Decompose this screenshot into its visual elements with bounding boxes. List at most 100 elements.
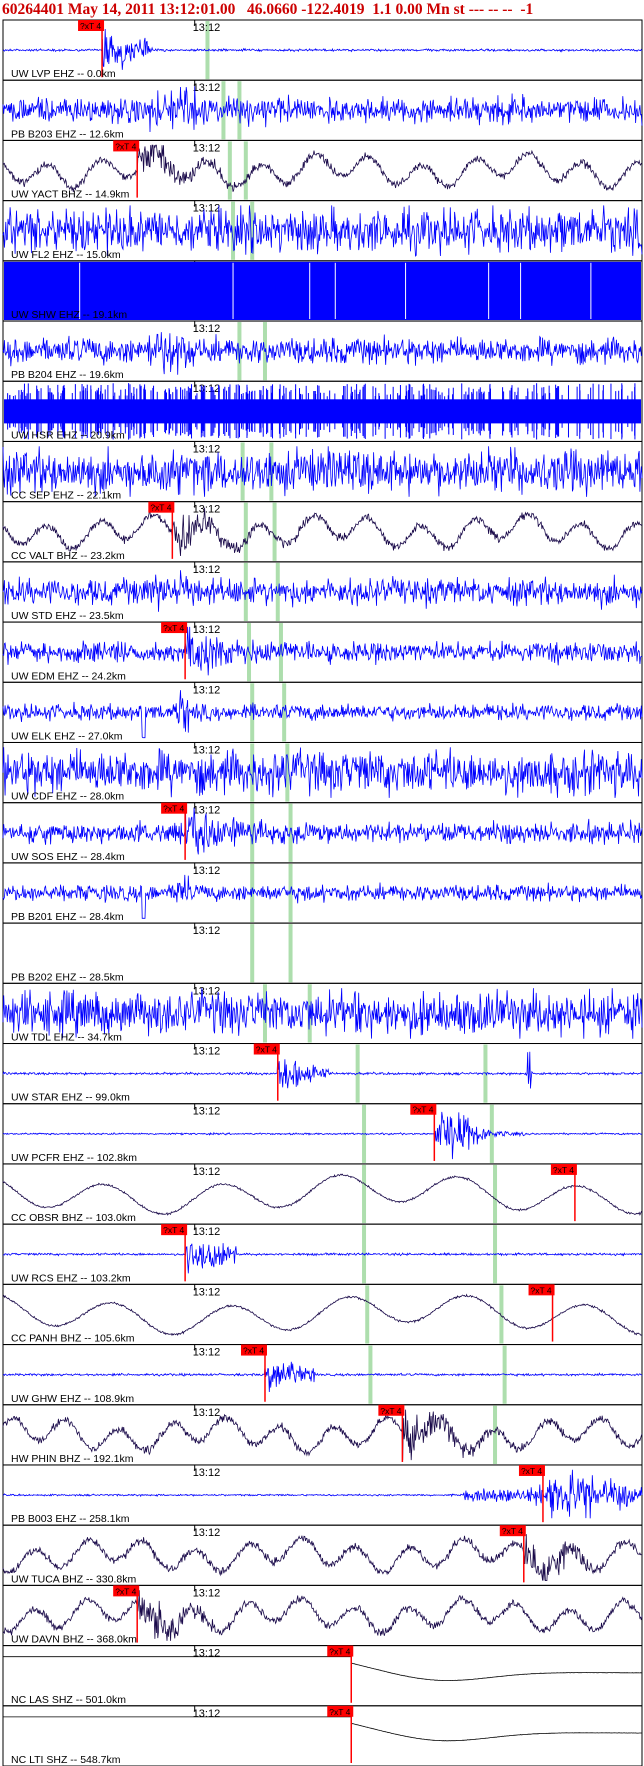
pick-label: ?xT 4	[115, 141, 136, 151]
title-bar: 60264401 May 14, 2011 13:12:01.00 46.066…	[0, 0, 644, 20]
trace-panel: 13:12 ?xT 4 PB B003 EHZ -- 258.1km	[2, 1464, 643, 1526]
pick-flag	[550, 1163, 577, 1175]
trace-panel: 13:12 ?xT 4 CC VALT BHZ -- 23.2km	[2, 501, 643, 563]
station-label: PB B202 EHZ -- 28.5km	[11, 971, 124, 983]
time-marker-label: 13:12	[193, 1286, 221, 1298]
time-marker-label: 13:12	[193, 82, 221, 94]
station-label: UW SOS EHZ -- 28.4km	[11, 851, 125, 863]
station-label: NC LTI SHZ -- 548.7km	[11, 1754, 121, 1766]
station-label: UW EDM EHZ -- 24.2km	[11, 670, 126, 682]
pick-flag	[148, 501, 175, 513]
station-label: UW STAR EHZ -- 99.0km	[11, 1092, 130, 1104]
phase-marker	[237, 322, 242, 381]
time-marker-label: 13:12	[193, 1166, 221, 1178]
station-label: PB B003 EHZ -- 258.1km	[11, 1513, 130, 1525]
phase-marker	[237, 81, 242, 140]
pick-flag	[78, 20, 105, 31]
trace-panel: 13:12 ?xT 4 HW PHIN BHZ -- 192.1km	[2, 1404, 643, 1466]
pick-label: ?xT 4	[531, 1285, 552, 1295]
event-title: 60264401 May 14, 2011 13:12:01.00 46.066…	[2, 1, 534, 18]
station-label: PB B204 EHZ -- 19.6km	[11, 369, 124, 381]
station-label: UW YACT BHZ -- 14.9km	[11, 189, 130, 201]
pick-flag	[327, 1705, 354, 1717]
spiky-trace	[4, 383, 641, 440]
station-label: UW HSR EHZ -- 20.9km	[11, 429, 125, 441]
station-label: CC OBSR BHZ -- 103.0km	[11, 1212, 136, 1224]
pick-label: ?xT 4	[163, 623, 184, 633]
waveform	[3, 1716, 642, 1742]
phase-marker	[278, 623, 283, 682]
phase-marker	[250, 201, 255, 260]
waveform	[2, 807, 643, 855]
trace-panel: 13:12 ?xT 4 UW SOS EHZ -- 28.4km	[2, 802, 643, 864]
phase-marker	[282, 683, 287, 742]
time-marker-label: 13:12	[193, 684, 221, 696]
station-label: UW STD EHZ -- 23.5km	[11, 610, 124, 622]
station-label: HW PHIN BHZ -- 192.1km	[11, 1453, 134, 1465]
pick-flag	[161, 622, 188, 634]
trace-panel: 13:12 ?xT 4 NC LTI SHZ -- 548.7km	[2, 1705, 643, 1766]
trace-panel: 13:12 ?xT 4 UW YACT BHZ -- 14.9km	[2, 139, 643, 202]
waveform	[2, 1534, 643, 1581]
phase-marker	[231, 201, 236, 260]
trace-panel: 13:12 UW STD EHZ -- 23.5km	[2, 561, 643, 623]
phase-marker	[365, 1285, 370, 1344]
trace-panel: 13:12 PB B204 EHZ -- 19.6km	[2, 320, 643, 382]
trace-panel: 13:12 UW ELK EHZ -- 27.0km	[2, 681, 643, 743]
time-marker-label: 13:12	[193, 22, 221, 34]
trace-panel: 13:12 ?xT 4 CC PANH BHZ -- 105.6km	[2, 1283, 643, 1346]
trace-panel: 13:12 ?xT 4 UW DAVN BHZ -- 368.0km	[2, 1584, 643, 1647]
waveform	[2, 626, 642, 676]
phase-marker	[493, 1164, 498, 1224]
pick-flag	[410, 1103, 437, 1115]
waveform	[2, 1243, 643, 1274]
pick-label: ?xT 4	[163, 1225, 184, 1235]
trace-panel: 13:12 UW CDF EHZ -- 28.0km	[2, 741, 643, 804]
phase-marker	[362, 1164, 367, 1224]
waveform	[2, 507, 643, 557]
trace-panel: 13:12 ?xT 4 UW TUCA BHZ -- 330.8km	[2, 1524, 643, 1586]
station-label: UW TDL EHZ -- 34.7km	[11, 1032, 122, 1044]
waveform	[2, 988, 643, 1039]
trace-panel: 13:12 ?xT 4 UW LVP EHZ -- 0.0km	[2, 19, 643, 81]
phase-marker	[250, 743, 255, 802]
time-marker-label: 13:12	[193, 1226, 221, 1238]
waveform	[2, 874, 643, 919]
phase-marker	[483, 1044, 488, 1103]
trace-panel: 13:12 PB B202 EHZ -- 28.5km	[2, 922, 643, 984]
pick-flag	[113, 140, 140, 152]
time-marker-label: 13:12	[193, 203, 221, 215]
trace-panel: 13:12 ?xT 4 UW PCFR EHZ -- 102.8km	[2, 1103, 643, 1165]
phase-marker	[243, 502, 248, 561]
pick-label: ?xT 4	[502, 1526, 523, 1536]
waveform	[2, 86, 643, 133]
pick-label: ?xT 4	[256, 1045, 277, 1055]
time-marker-label: 13:12	[193, 1347, 221, 1359]
waveform	[2, 570, 643, 612]
pick-flag	[161, 1224, 188, 1236]
trace-panel: 13:12 ?xT 4 CC OBSR BHZ -- 103.0km	[2, 1163, 643, 1225]
phase-marker	[288, 924, 293, 983]
waveform	[2, 446, 643, 497]
waveform	[2, 1051, 643, 1089]
waveform	[2, 332, 643, 375]
phase-marker	[493, 1405, 498, 1464]
station-label: UW CDF EHZ -- 28.0km	[11, 791, 124, 803]
station-label: UW DAVN BHZ -- 368.0km	[11, 1634, 137, 1646]
pick-flag	[528, 1284, 555, 1296]
time-marker-label: 13:12	[193, 1527, 221, 1539]
pick-label: ?xT 4	[553, 1165, 574, 1175]
station-label: CC SEP EHZ -- 22.1km	[11, 490, 121, 502]
phase-marker	[499, 1285, 504, 1344]
waveform	[2, 205, 643, 257]
waveform	[2, 690, 643, 739]
pick-label: ?xT 4	[243, 1346, 264, 1356]
pick-flag	[240, 1344, 267, 1356]
station-label: PB B201 EHZ -- 28.4km	[11, 911, 124, 923]
time-marker-label: 13:12	[193, 1106, 221, 1118]
waveform	[3, 1656, 643, 1682]
phase-marker	[272, 502, 277, 561]
